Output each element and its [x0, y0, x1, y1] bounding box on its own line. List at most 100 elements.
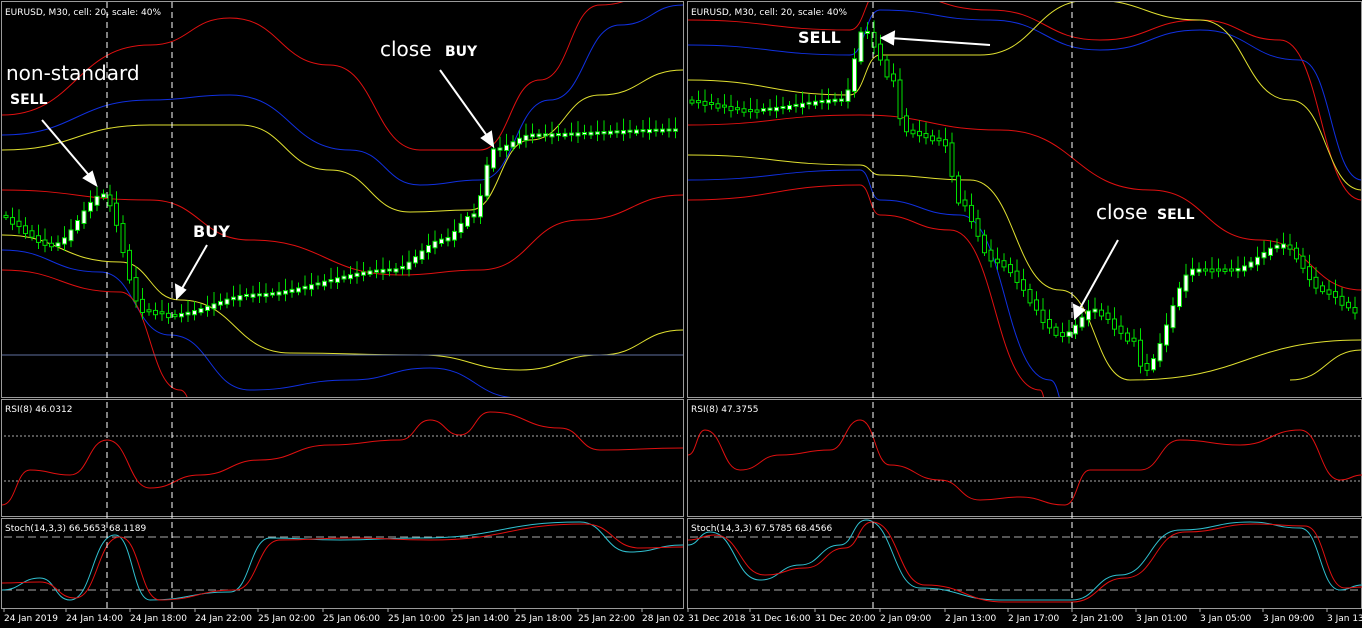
annotation: BUY — [445, 44, 478, 60]
band-line — [2, 189, 683, 276]
candle-body — [484, 164, 490, 197]
candle-body — [819, 99, 825, 104]
main-chart — [2, 2, 683, 397]
candle-body — [348, 274, 353, 280]
symbol-header: EURUSD, M30, cell: 20, scale: 40% — [5, 8, 162, 18]
candle-body — [728, 105, 734, 112]
candle-body — [1086, 310, 1091, 321]
candle-body — [114, 202, 119, 226]
candle-body — [627, 129, 633, 133]
arrow-head — [82, 170, 98, 188]
time-label: 3 Jan 05:00 — [1200, 614, 1252, 624]
rsi-line — [687, 419, 1362, 506]
time-label: 25 Jan 14:00 — [452, 614, 509, 624]
candle-body — [1294, 247, 1299, 260]
candle-body — [393, 268, 399, 273]
band-line — [2, 69, 683, 213]
candle-body — [660, 128, 665, 133]
candle-body — [754, 109, 760, 113]
candle-body — [1235, 267, 1241, 272]
time-label: 24 Jan 22:00 — [195, 614, 252, 624]
time-label: 31 Dec 16:00 — [750, 614, 811, 624]
band-line — [1289, 349, 1361, 381]
candle-body — [315, 282, 321, 286]
candle-body — [845, 89, 851, 102]
stoch-signal — [687, 521, 1362, 603]
main-chart — [688, 2, 1361, 397]
candle-body — [1242, 265, 1247, 272]
candle-body — [1112, 318, 1117, 330]
candle-body — [949, 142, 955, 177]
candle-body — [1209, 268, 1215, 273]
candle-body — [127, 249, 132, 281]
annotation: non-standard — [6, 61, 140, 85]
candle-body — [702, 100, 708, 106]
candle-body — [1157, 343, 1163, 362]
candle-body — [761, 108, 766, 112]
candle-body — [517, 137, 522, 145]
candle-body — [787, 104, 792, 110]
candle-body — [1222, 268, 1228, 272]
candle-body — [458, 222, 464, 233]
candle-body — [715, 103, 721, 109]
band-line — [688, 169, 1060, 397]
stoch-main — [1, 521, 684, 601]
candle-body — [1248, 261, 1254, 268]
candle-body — [367, 270, 373, 275]
candle-body — [634, 129, 639, 134]
candle-body — [813, 100, 818, 106]
candle-body — [969, 204, 974, 223]
candle-body — [614, 130, 620, 134]
candle-body — [452, 230, 457, 241]
candle-body — [793, 103, 799, 107]
candle-body — [735, 107, 740, 111]
candle-body — [250, 293, 256, 298]
time-label: 2 Jan 09:00 — [880, 614, 932, 624]
candle-body — [1079, 316, 1085, 328]
candle-body — [205, 305, 210, 311]
candle-body — [562, 132, 568, 138]
candle-body — [263, 292, 269, 298]
candle-body — [673, 128, 678, 132]
candle-body — [257, 293, 262, 297]
candle-body — [380, 268, 386, 274]
candle-body — [1099, 309, 1104, 317]
candle-body — [471, 213, 477, 218]
candle-body — [806, 101, 812, 105]
candle-body — [1183, 274, 1189, 292]
candle-body — [1001, 260, 1007, 268]
candle-body — [10, 217, 15, 225]
candle-body — [1105, 312, 1111, 320]
candle-body — [1125, 332, 1130, 342]
candle-body — [1047, 318, 1052, 329]
candle-body — [1034, 299, 1039, 311]
candle-body — [884, 59, 890, 78]
candle-body — [865, 30, 870, 34]
band-line — [688, 9, 1361, 181]
candle-body — [289, 288, 295, 293]
candle-body — [432, 240, 438, 249]
candle-body — [1261, 251, 1267, 259]
candle-body — [1216, 268, 1221, 272]
candle-body — [1287, 244, 1293, 250]
annotation: close — [380, 37, 432, 61]
candle-body — [689, 99, 695, 104]
candle-body — [1274, 244, 1280, 249]
time-label: 24 Jan 18:00 — [130, 614, 187, 624]
candle-body — [1021, 279, 1026, 291]
arrows — [41, 30, 1119, 321]
candle-body — [192, 310, 197, 316]
candle-body — [1268, 247, 1273, 256]
candle-body — [1307, 266, 1312, 281]
left-stoch-frame — [1, 518, 684, 609]
candle-body — [917, 130, 922, 137]
candle-body — [1177, 287, 1182, 308]
candle-body — [335, 277, 340, 283]
candle-body — [49, 242, 54, 248]
annotation: SELL — [798, 28, 841, 47]
arrow-head — [1072, 303, 1086, 321]
candle-body — [68, 229, 74, 242]
